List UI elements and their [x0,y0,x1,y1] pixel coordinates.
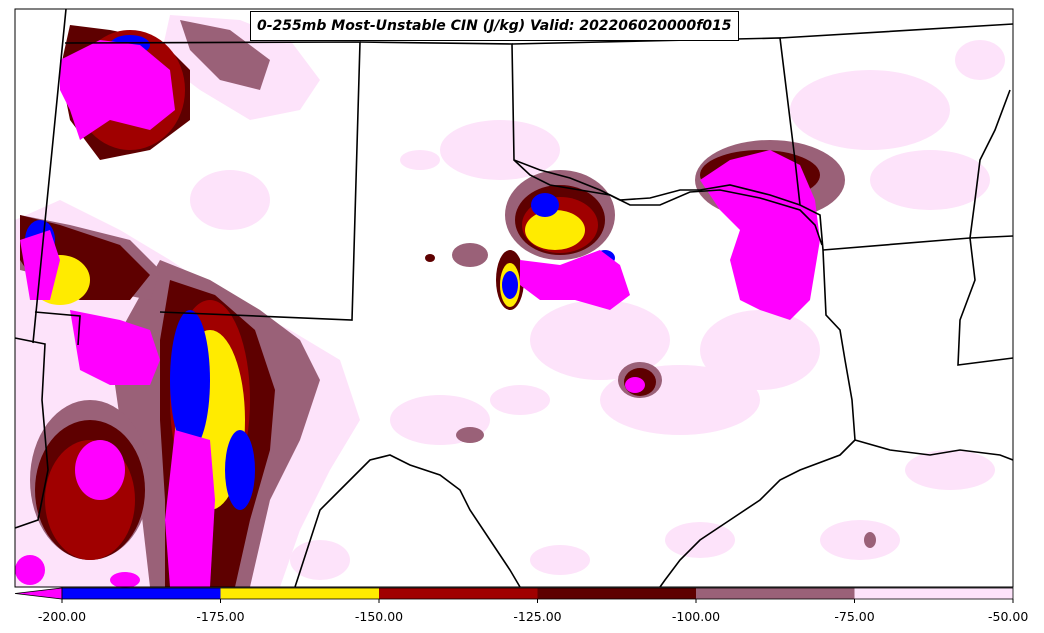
red-river [513,159,823,246]
map-frame [14,8,1014,588]
colorbar-tick-label: -150.00 [354,609,404,624]
colorbar-tick-label: -175.00 [196,609,245,624]
colorbar [14,587,1014,603]
colorbar-tick-label: -75.00 [834,609,875,624]
colorbar-tick-label: -100.00 [671,609,721,624]
texas-panhandle-west [34,311,81,346]
colorbar-bin [696,588,855,599]
oklahoma-border [359,41,824,251]
mississippi-river [957,89,1014,366]
colorbar-tick-label: -125.00 [513,609,562,624]
colorbar-tick-label: -50.00 [988,609,1029,624]
state-boundaries [14,8,1014,588]
new-mexico-border [14,8,67,529]
colorbar-bin [854,588,1013,599]
colorbar-bin [379,588,538,599]
colorbar-extend-triangle [14,587,63,600]
colorbar-bin [537,588,696,599]
gulf-coast [659,439,1014,588]
map-title: 0-255mb Most-Unstable CIN (J/kg) Valid: … [250,11,739,41]
kansas-south [511,37,801,206]
colorado-south-line [64,41,361,321]
colorbar-bin [220,588,379,599]
colorbar-bin [62,588,221,599]
colorbar-tick-label: -200.00 [37,609,87,624]
texas-louisiana-border [822,249,856,441]
mexico-border [294,454,521,588]
